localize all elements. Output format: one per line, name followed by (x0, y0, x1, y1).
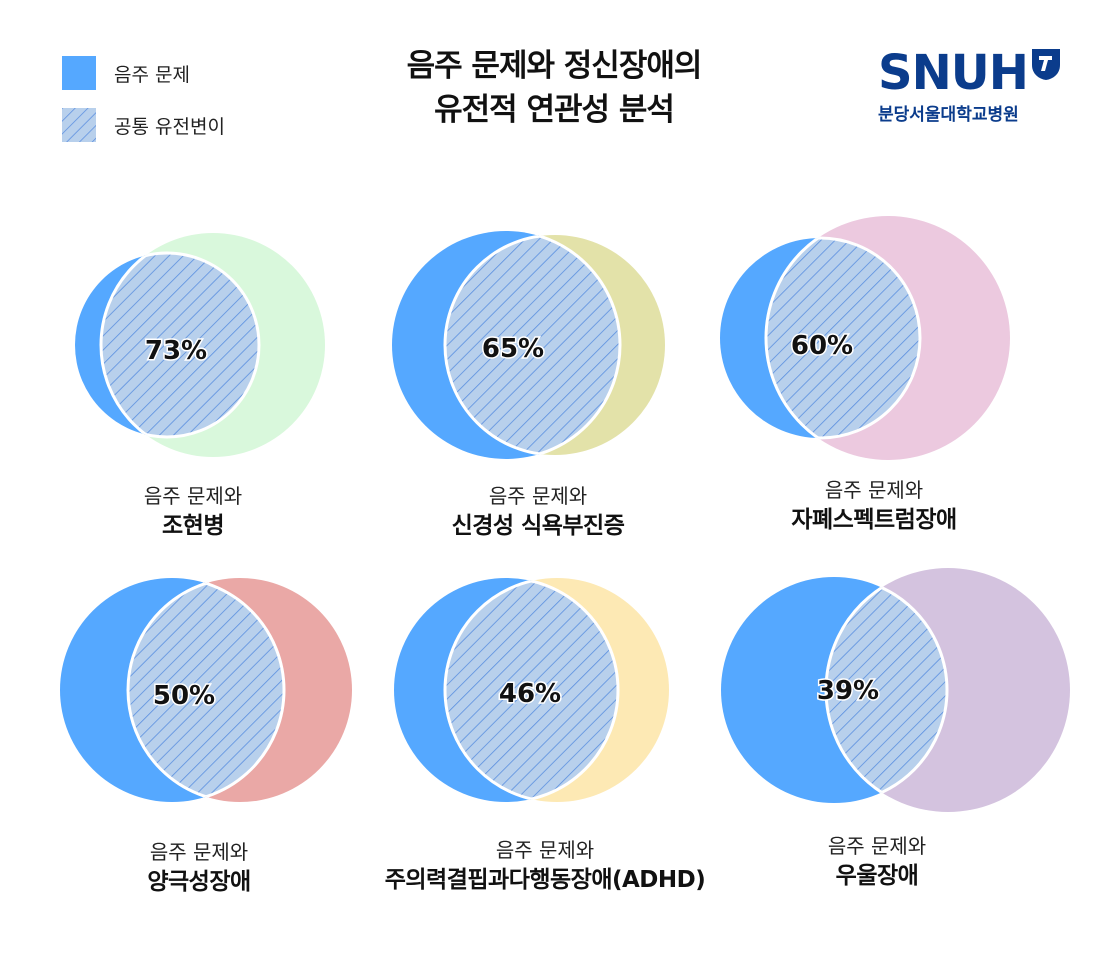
shared-overlap (101, 253, 259, 437)
legend-label-shared: 공통 유전변이 (114, 115, 225, 138)
venn-diagram: 60% (720, 216, 1010, 460)
caption-disorder: 신경성 식욕부진증 (451, 513, 625, 539)
page-title-line1: 음주 문제와 정신장애의 (406, 48, 703, 84)
overlap-border (443, 578, 618, 802)
legend-item-shared: 공통 유전변이 (62, 108, 225, 142)
caption-disorder: 양극성장애 (147, 869, 251, 895)
caption-disorder: 우울장애 (835, 863, 919, 889)
overlap-border (766, 236, 922, 440)
overlap-border (126, 578, 284, 802)
shared-percent-label: 46% (499, 679, 561, 709)
logo-text: SNUH (878, 45, 1029, 101)
caption-prefix: 음주 문제와 (824, 478, 924, 502)
shared-percent-label: 50% (153, 681, 215, 711)
venn-diagram: 73% (75, 233, 325, 457)
overlap-border (764, 238, 920, 438)
caption-disorder: 자폐스펙트럼장애 (791, 507, 957, 533)
caption-prefix: 음주 문제와 (143, 484, 243, 508)
shared-percent-label: 73% (145, 336, 207, 366)
caption-disorder: 주의력결핍과다행동장애(ADHD) (384, 867, 706, 893)
legend-item-alcohol: 음주 문제 (62, 56, 190, 90)
page-title-line2: 유전적 연관성 분석 (434, 92, 675, 128)
shared-overlap (826, 577, 947, 803)
caption-3: 음주 문제와 자폐스펙트럼장애 (694, 476, 1054, 536)
legend-swatch-shared (62, 108, 96, 142)
venn-diagram: 39% (721, 568, 1070, 812)
venn-diagram: 50% (60, 578, 352, 802)
shared-percent-label: 39% (817, 676, 879, 706)
caption-4: 음주 문제와 양극성장애 (19, 838, 379, 898)
venn-diagram: 65% (392, 231, 665, 459)
overlap-border (101, 251, 261, 439)
caption-prefix: 음주 문제와 (495, 838, 595, 862)
legend-label-alcohol: 음주 문제 (114, 63, 190, 86)
shared-percent-label: 60% (791, 331, 853, 361)
legend-swatch-alcohol (62, 56, 96, 90)
overlap-border (445, 578, 620, 802)
caption-5: 음주 문제와 주의력결핍과다행동장애(ADHD) (365, 836, 725, 896)
overlap-border (824, 577, 947, 803)
shared-percent-label: 65% (482, 334, 544, 364)
venn-diagram: 46% (394, 578, 669, 802)
shared-overlap (128, 578, 284, 802)
overlap-border (99, 253, 259, 437)
page-title: 음주 문제와 정신장애의 유전적 연관성 분석 (354, 44, 754, 132)
caption-6: 음주 문제와 우울장애 (697, 832, 1057, 892)
caption-prefix: 음주 문제와 (149, 840, 249, 864)
caption-1: 음주 문제와 조현병 (13, 482, 373, 542)
snuh-logo: SNUH 분당서울대학교병원 (878, 44, 1068, 134)
caption-2: 음주 문제와 신경성 식욕부진증 (358, 482, 718, 542)
overlap-border (128, 578, 286, 802)
overlap-border (445, 235, 622, 455)
logo-subtitle: 분당서울대학교병원 (878, 105, 1019, 125)
caption-prefix: 음주 문제와 (488, 484, 588, 508)
caption-disorder: 조현병 (162, 513, 224, 539)
hospital-emblem-icon (1032, 49, 1060, 80)
caption-prefix: 음주 문제와 (827, 834, 927, 858)
